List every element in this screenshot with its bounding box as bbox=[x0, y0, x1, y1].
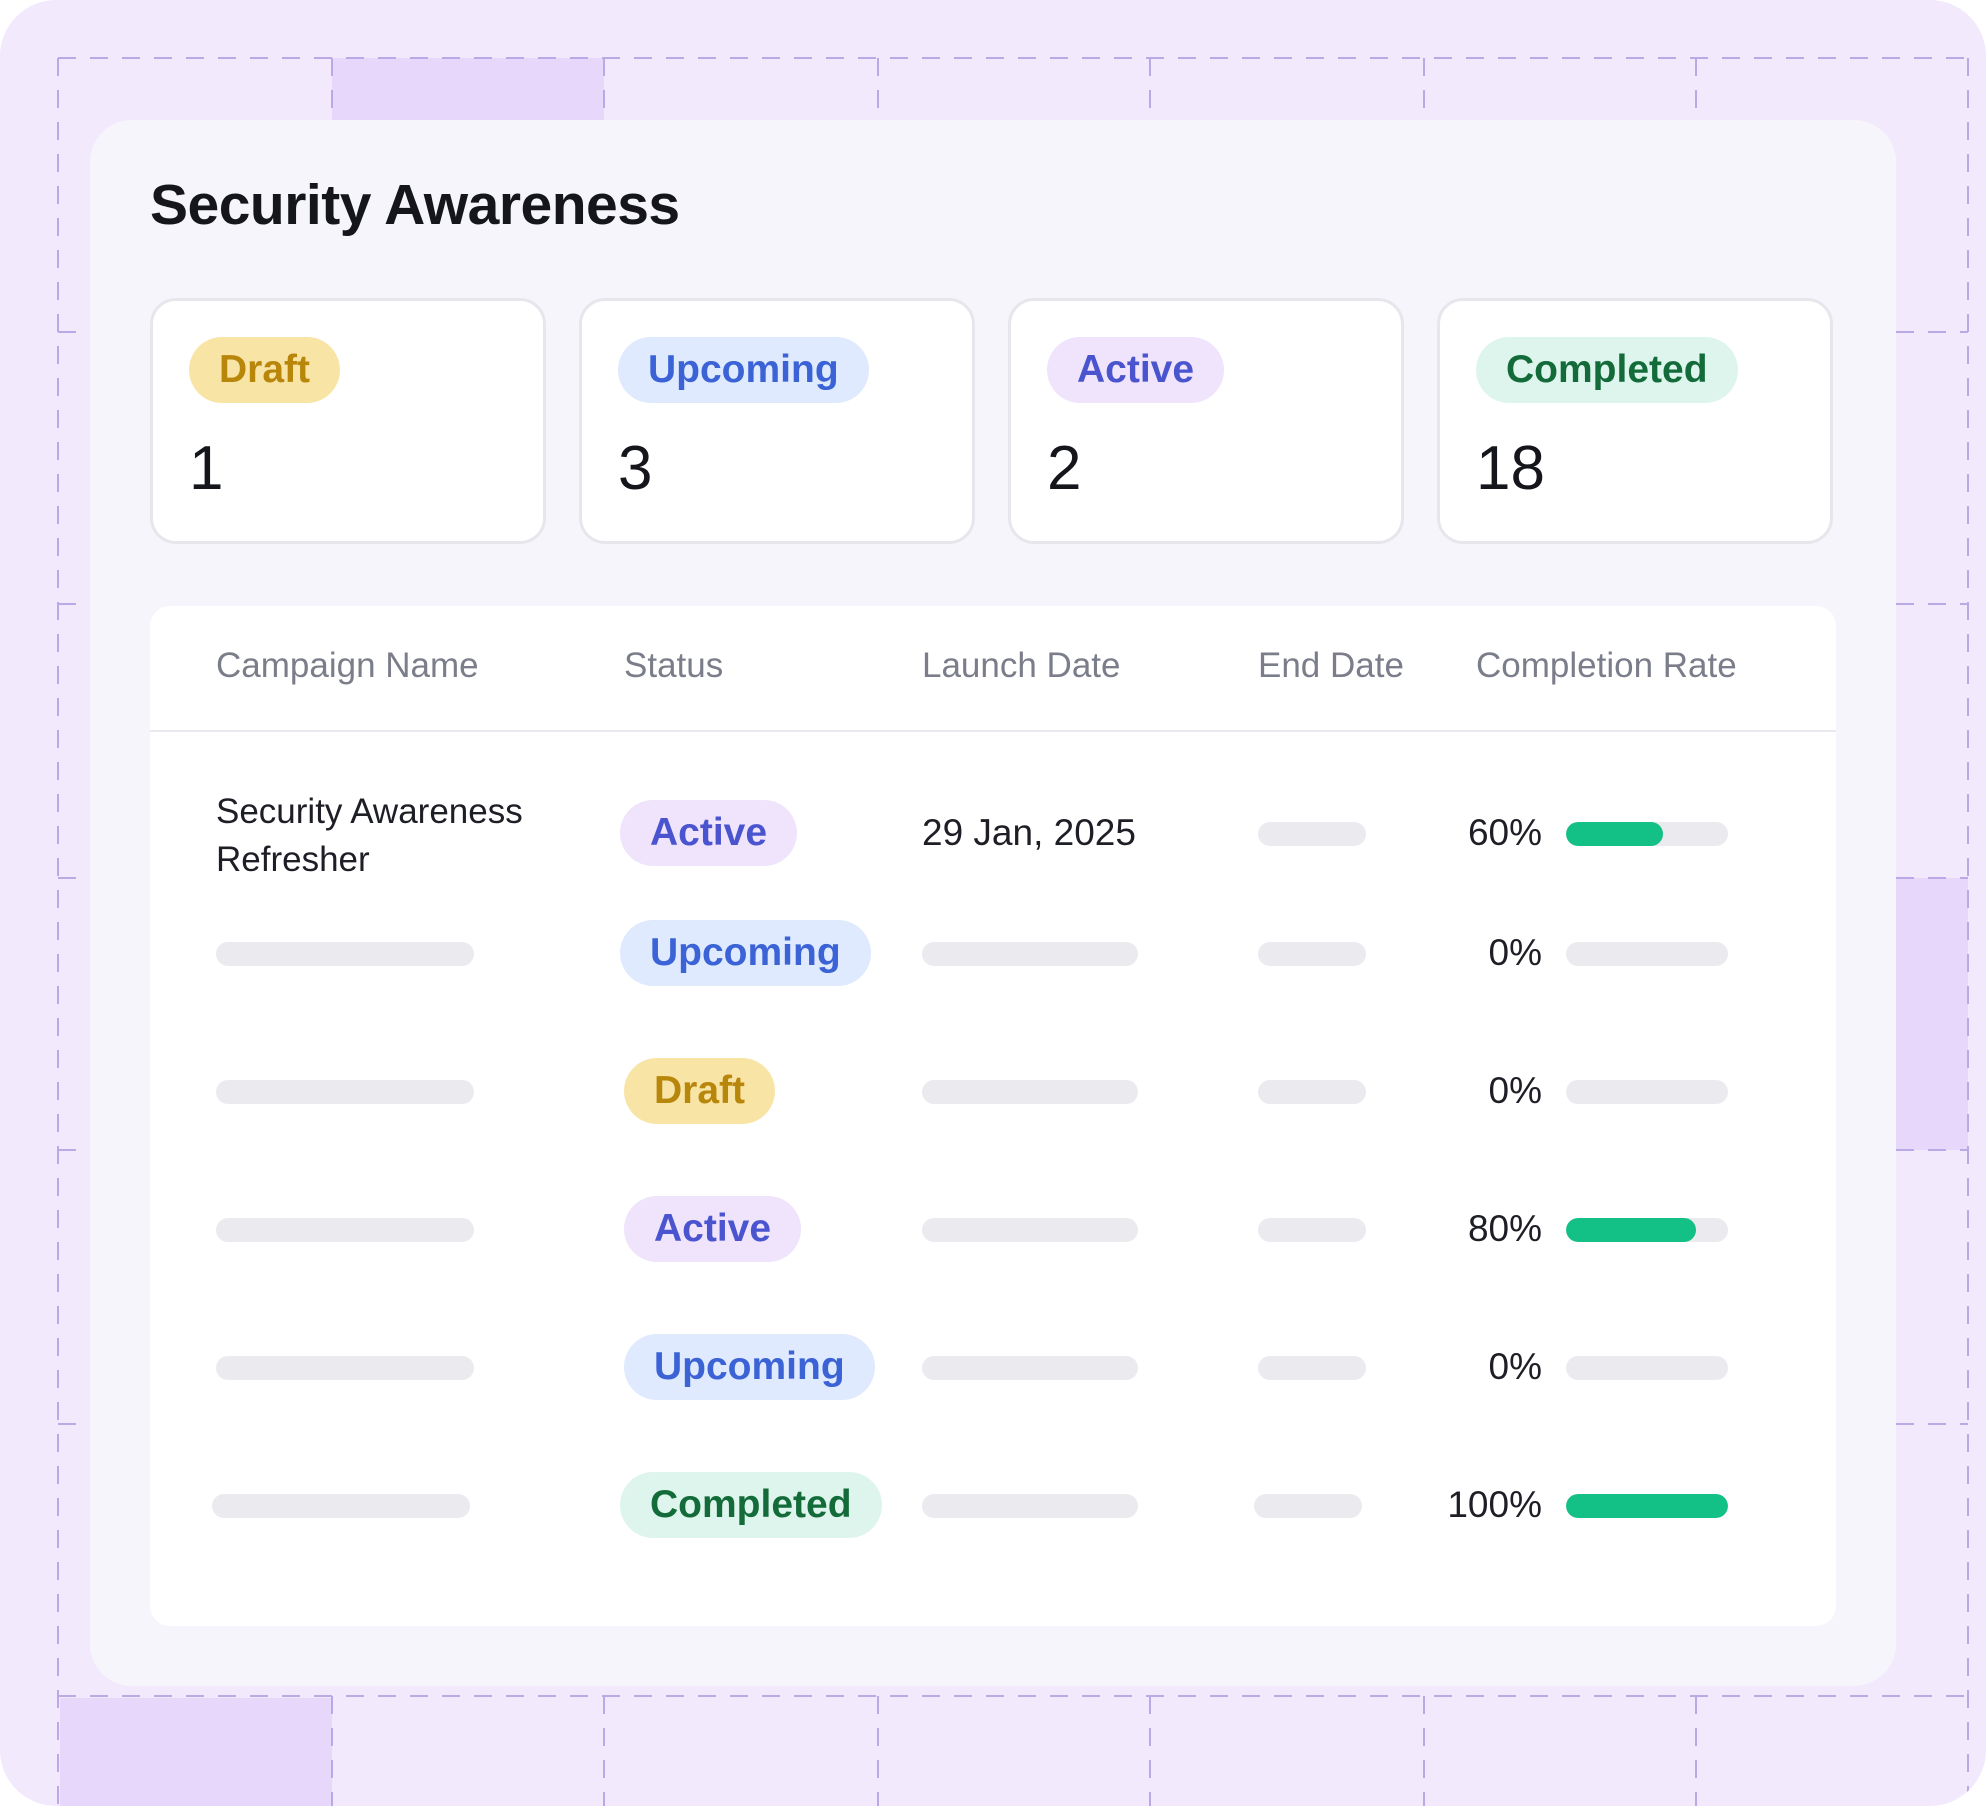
stat-value: 2 bbox=[1047, 434, 1082, 503]
table-row[interactable]: Completed 100% bbox=[150, 1446, 1836, 1566]
stat-value: 3 bbox=[618, 434, 653, 503]
status-badge: Draft bbox=[624, 1058, 776, 1124]
status-badge: Active bbox=[620, 800, 798, 866]
table-row[interactable]: Upcoming 0% bbox=[150, 894, 1836, 1014]
campaign-name-placeholder bbox=[216, 1080, 474, 1104]
campaign-name: Security Awareness Refresher bbox=[216, 792, 523, 879]
security-awareness-panel: Security Awareness Draft 1 Upcoming 3 Ac… bbox=[90, 120, 1896, 1686]
campaign-table: Campaign Name Status Launch Date End Dat… bbox=[150, 606, 1836, 1626]
status-badge: Completed bbox=[620, 1472, 882, 1538]
completion-percent: 0% bbox=[1488, 1070, 1542, 1111]
column-header-launch-date[interactable]: Launch Date bbox=[922, 646, 1121, 685]
completion-percent: 100% bbox=[1447, 1484, 1542, 1525]
stat-value: 18 bbox=[1476, 434, 1545, 503]
end-date-placeholder bbox=[1258, 822, 1366, 846]
table-row[interactable]: Upcoming 0% bbox=[150, 1308, 1836, 1428]
table-row[interactable]: Draft 0% bbox=[150, 1032, 1836, 1152]
stat-card-draft[interactable]: Draft 1 bbox=[150, 298, 546, 544]
status-badge: Active bbox=[1047, 337, 1225, 403]
campaign-name-placeholder bbox=[216, 1356, 474, 1380]
end-date-placeholder bbox=[1258, 1218, 1366, 1242]
end-date-placeholder bbox=[1258, 1080, 1366, 1104]
completion-bar bbox=[1566, 942, 1728, 966]
header-divider bbox=[150, 730, 1836, 732]
completion-bar bbox=[1566, 1356, 1728, 1380]
launch-date-placeholder bbox=[922, 1218, 1138, 1242]
completion-percent: 80% bbox=[1467, 1208, 1542, 1249]
status-badge: Upcoming bbox=[620, 920, 871, 986]
status-badge: Draft bbox=[189, 337, 341, 403]
status-badge: Completed bbox=[1476, 337, 1738, 403]
campaign-name-placeholder bbox=[216, 1218, 474, 1242]
completion-bar bbox=[1566, 822, 1728, 846]
column-header-status[interactable]: Status bbox=[624, 646, 724, 685]
launch-date: 29 Jan, 2025 bbox=[922, 812, 1136, 853]
stat-card-completed[interactable]: Completed 18 bbox=[1437, 298, 1833, 544]
table-row[interactable]: Security Awareness Refresher Active 29 J… bbox=[150, 774, 1836, 894]
status-badge: Active bbox=[624, 1196, 802, 1262]
completion-percent: 60% bbox=[1467, 812, 1542, 853]
launch-date-placeholder bbox=[922, 1494, 1138, 1518]
completion-bar-fill bbox=[1566, 1494, 1728, 1518]
end-date-placeholder bbox=[1254, 1494, 1362, 1518]
table-row[interactable]: Active 80% bbox=[150, 1170, 1836, 1290]
end-date-placeholder bbox=[1258, 1356, 1366, 1380]
page-title: Security Awareness bbox=[150, 173, 680, 237]
campaign-name-placeholder bbox=[216, 942, 474, 966]
end-date-placeholder bbox=[1258, 942, 1366, 966]
launch-date-placeholder bbox=[922, 1356, 1138, 1380]
column-header-completion-rate[interactable]: Completion Rate bbox=[1476, 646, 1737, 685]
stat-card-active[interactable]: Active 2 bbox=[1008, 298, 1404, 544]
completion-bar-fill bbox=[1566, 1218, 1696, 1242]
completion-percent: 0% bbox=[1488, 932, 1542, 973]
campaign-name-placeholder bbox=[212, 1494, 470, 1518]
launch-date-placeholder bbox=[922, 942, 1138, 966]
status-badge: Upcoming bbox=[624, 1334, 875, 1400]
status-badge: Upcoming bbox=[618, 337, 869, 403]
column-header-end-date[interactable]: End Date bbox=[1258, 646, 1404, 685]
launch-date-placeholder bbox=[922, 1080, 1138, 1104]
column-header-campaign-name[interactable]: Campaign Name bbox=[216, 646, 479, 685]
stat-value: 1 bbox=[189, 434, 224, 503]
completion-percent: 0% bbox=[1488, 1346, 1542, 1387]
completion-bar bbox=[1566, 1494, 1728, 1518]
completion-bar bbox=[1566, 1218, 1728, 1242]
completion-bar bbox=[1566, 1080, 1728, 1104]
completion-bar-fill bbox=[1566, 822, 1664, 846]
stat-card-upcoming[interactable]: Upcoming 3 bbox=[579, 298, 975, 544]
